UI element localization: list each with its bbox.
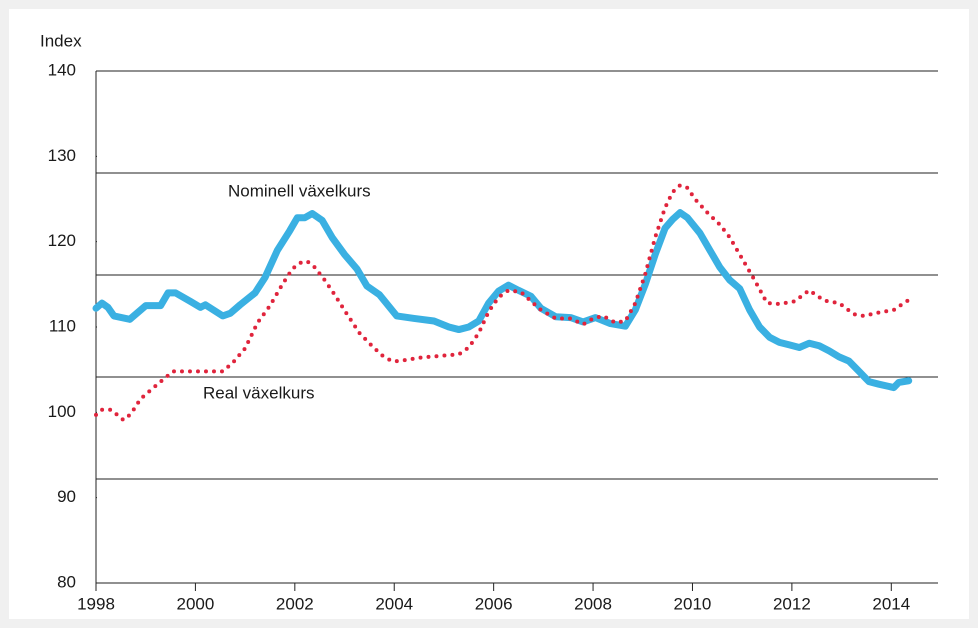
y-tick-label: 90 <box>57 487 76 506</box>
x-tick-label: 2006 <box>475 594 513 613</box>
x-tick-label: 2008 <box>574 594 612 613</box>
y-tick-label: 130 <box>48 146 76 165</box>
x-tick-label: 2012 <box>773 594 811 613</box>
series-label: Real växelkurs <box>203 383 315 402</box>
x-tick-label: 1998 <box>77 594 115 613</box>
x-tick-label: 2010 <box>674 594 712 613</box>
y-tick-label: 120 <box>48 231 76 250</box>
x-tick-label: 2014 <box>872 594 910 613</box>
y-tick-label: 80 <box>57 572 76 591</box>
series-line <box>92 209 913 392</box>
series-line <box>94 183 914 423</box>
background <box>9 9 969 619</box>
x-tick-label: 2000 <box>176 594 214 613</box>
bands <box>96 70 938 480</box>
x-tick-label: 2004 <box>375 594 413 613</box>
y-tick-label: 140 <box>48 60 76 79</box>
series-label: Nominell växelkurs <box>228 181 371 200</box>
y-tick-label: 100 <box>48 402 76 421</box>
y-axis-label: Index <box>40 31 82 50</box>
y-tick-label: 110 <box>49 316 76 335</box>
x-tick-label: 2002 <box>276 594 314 613</box>
